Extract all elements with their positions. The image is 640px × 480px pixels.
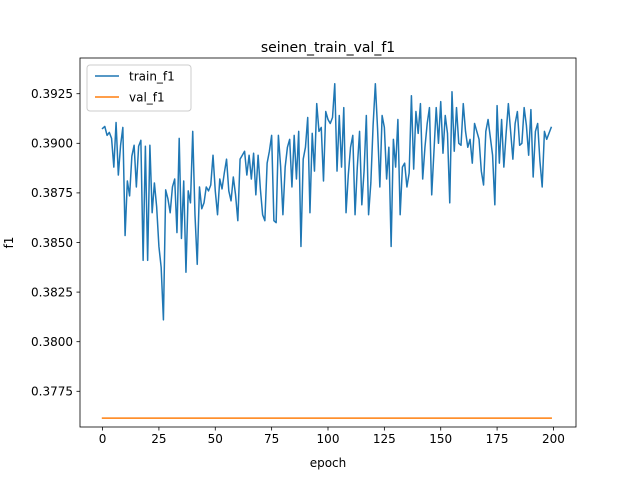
x-tick-label: 150 [429, 432, 452, 446]
y-tick-label: 0.3900 [31, 137, 73, 151]
y-axis-label: f1 [2, 237, 16, 249]
y-tick-label: 0.3875 [31, 186, 73, 200]
y-tick-label: 0.3775 [31, 385, 73, 399]
x-tick-label: 175 [486, 432, 509, 446]
x-tick-label: 50 [208, 432, 223, 446]
y-tick-label: 0.3800 [31, 335, 73, 349]
y-tick-label: 0.3925 [31, 87, 73, 101]
chart-title: seinen_train_val_f1 [261, 40, 395, 56]
y-tick-label: 0.3850 [31, 236, 73, 250]
x-tick-label: 200 [542, 432, 565, 446]
x-axis-ticks: 0 25 50 75 100 125 150 175 200 [99, 427, 565, 446]
legend-label-val-f1: val_f1 [129, 91, 165, 105]
x-axis-label: epoch [310, 456, 347, 470]
y-tick-label: 0.3825 [31, 285, 73, 299]
legend: train_f1 val_f1 [86, 64, 192, 112]
x-tick-label: 125 [373, 432, 396, 446]
plot-frame [79, 57, 577, 428]
x-tick-label: 100 [317, 432, 340, 446]
x-tick-label: 0 [99, 432, 107, 446]
train-f1-line [101, 83, 553, 321]
legend-label-train-f1: train_f1 [129, 70, 175, 84]
y-axis-ticks: 0.3775 0.3800 0.3825 0.3850 0.3875 0.3900 0.39… [31, 87, 80, 399]
x-tick-label: 75 [264, 432, 279, 446]
plot-series [101, 83, 553, 419]
x-tick-label: 25 [151, 432, 166, 446]
